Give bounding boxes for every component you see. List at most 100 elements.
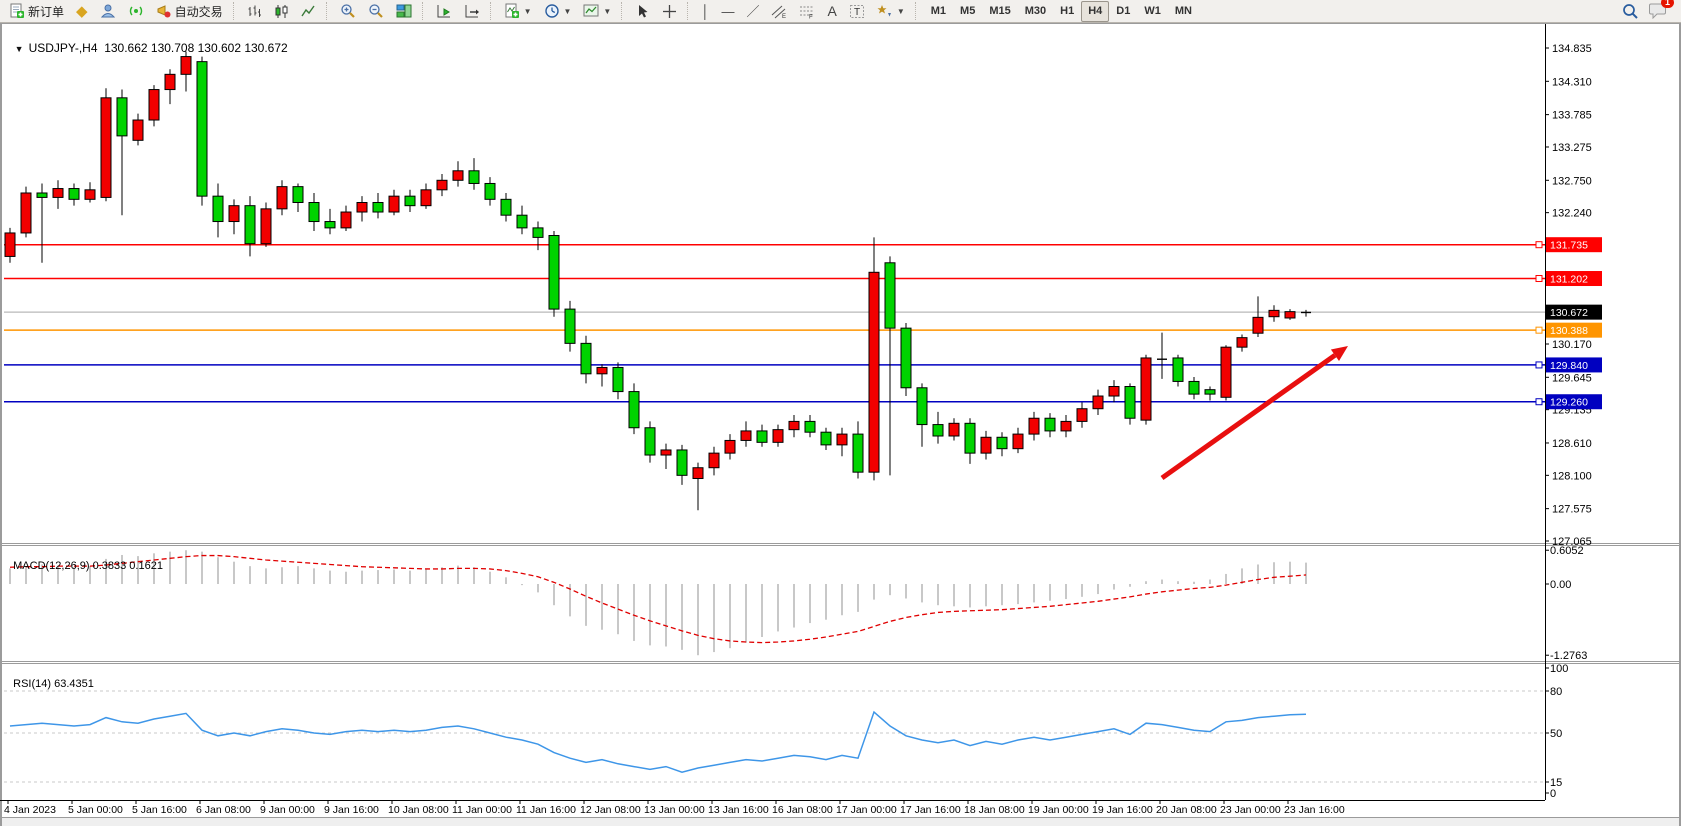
time-tick-label[interactable]: 5 Jan 16:00 <box>132 804 187 816</box>
zoom-in-button[interactable] <box>335 0 361 23</box>
autotrading-label: 自动交易 <box>174 4 223 19</box>
chart-menu-icon[interactable]: ▼ <box>14 44 24 54</box>
price-tick-label: 127.575 <box>1552 504 1592 516</box>
horizontal-line-button[interactable]: — <box>716 0 739 23</box>
price-badge <box>1546 357 1602 373</box>
line-handle[interactable] <box>1535 241 1543 249</box>
template-icon <box>583 4 599 17</box>
candle-body <box>756 430 768 443</box>
candle-body <box>564 308 576 344</box>
timeframe-button-mn[interactable]: MN <box>1174 4 1192 17</box>
time-tick-label[interactable]: 23 Jan 00:00 <box>1220 804 1281 816</box>
chart-shift-button[interactable] <box>459 0 485 23</box>
time-tick-label[interactable]: 17 Jan 16:00 <box>900 804 961 816</box>
toolbar-separator <box>489 2 494 20</box>
candle-body <box>804 420 816 433</box>
autotrading-button[interactable]: 自动交易 <box>151 0 228 23</box>
zoom-out-icon <box>368 4 383 18</box>
signals-button[interactable] <box>123 0 149 23</box>
candle-body <box>1044 417 1056 432</box>
trendline-button[interactable]: ／ <box>741 0 764 23</box>
time-tick-label[interactable]: 16 Jan 08:00 <box>772 804 833 816</box>
new-order-button[interactable]: 新订单 <box>4 0 69 23</box>
time-tick-label[interactable]: 13 Jan 00:00 <box>644 804 705 816</box>
tile-windows-button[interactable] <box>391 0 417 23</box>
line-chart-button[interactable] <box>296 0 321 23</box>
time-tick-label[interactable]: 23 Jan 16:00 <box>1284 804 1345 816</box>
rsi-tick-label: 15 <box>1550 777 1562 789</box>
candle-body <box>84 189 96 200</box>
timeframe-button-m15[interactable]: M15 <box>989 4 1011 17</box>
price-badge-label: 131.202 <box>1550 274 1588 286</box>
time-tick-label[interactable]: 9 Jan 00:00 <box>260 804 315 816</box>
candle-body <box>516 214 528 229</box>
periods-button[interactable]: ▼ <box>539 0 577 23</box>
fibonacci-button[interactable]: F <box>794 0 820 23</box>
candle-body <box>836 433 848 446</box>
zoom-in-icon <box>340 4 355 18</box>
indicators-button[interactable]: ▼ <box>499 0 537 23</box>
search-icon[interactable] <box>1622 3 1639 20</box>
line-handle[interactable] <box>1535 361 1543 369</box>
terminal-button[interactable] <box>95 0 121 23</box>
candle-body <box>868 271 880 473</box>
notification-count-badge: 1 <box>1660 0 1674 8</box>
terminal-person-icon <box>100 4 115 18</box>
timeframe-button-d1[interactable]: D1 <box>1116 4 1131 17</box>
auto-scroll-button[interactable] <box>431 0 457 23</box>
candlestick-chart-button[interactable] <box>269 0 294 23</box>
bar-chart-button[interactable] <box>242 0 267 23</box>
templates-button[interactable]: ▼ <box>578 0 616 23</box>
trend-arrow-head[interactable] <box>1330 346 1348 361</box>
time-tick-label[interactable]: 11 Jan 16:00 <box>516 804 576 816</box>
timeframe-button-h1[interactable]: H1 <box>1060 4 1075 17</box>
candle-body <box>1092 395 1104 410</box>
candle-body <box>196 61 208 197</box>
time-tick-label[interactable]: 19 Jan 00:00 <box>1028 804 1089 816</box>
time-tick-label[interactable]: 6 Jan 08:00 <box>196 804 251 816</box>
time-tick-label[interactable]: 12 Jan 08:00 <box>580 804 641 816</box>
timeframe-button-m30[interactable]: M30 <box>1024 4 1047 17</box>
line-handle[interactable] <box>1535 275 1543 283</box>
candle-body <box>52 188 64 198</box>
time-tick-label[interactable]: 17 Jan 00:00 <box>836 804 897 816</box>
time-tick-label[interactable]: 11 Jan 00:00 <box>452 804 512 816</box>
candle-body <box>1252 316 1264 334</box>
crosshair-button[interactable] <box>657 0 682 23</box>
arrows-button[interactable]: ▼ <box>872 0 910 23</box>
time-tick-label[interactable]: 13 Jan 16:00 <box>708 804 769 816</box>
line-handle[interactable] <box>1535 326 1543 334</box>
timeframe-button-w1[interactable]: W1 <box>1144 4 1161 17</box>
candle-body <box>964 422 976 454</box>
market-depth-button[interactable]: ◆ <box>71 0 93 23</box>
bar-chart-icon <box>248 5 261 17</box>
time-tick-label[interactable]: 4 Jan 2023 <box>4 804 56 816</box>
vertical-line-button[interactable]: │ <box>696 0 714 23</box>
trend-arrow[interactable] <box>1160 353 1337 481</box>
cursor-button[interactable] <box>630 0 655 23</box>
time-tick-label[interactable]: 19 Jan 16:00 <box>1092 804 1153 816</box>
time-tick-label[interactable]: 9 Jan 16:00 <box>324 804 379 816</box>
new-order-label: 新订单 <box>28 4 65 19</box>
time-tick-label[interactable]: 10 Jan 08:00 <box>388 804 449 816</box>
zoom-out-button[interactable] <box>363 0 389 23</box>
candle-body <box>68 188 80 200</box>
timeframe-button-m5[interactable]: M5 <box>960 4 976 17</box>
timeframe-button-h4[interactable]: H4 <box>1081 0 1110 22</box>
notifications-button[interactable]: 1 <box>1649 0 1674 20</box>
line-handle[interactable] <box>1535 398 1543 406</box>
candle-body <box>772 429 784 443</box>
time-tick-label[interactable]: 20 Jan 08:00 <box>1156 804 1217 816</box>
trendline-icon: ／ <box>746 3 760 19</box>
time-tick-label[interactable]: 5 Jan 00:00 <box>68 804 123 816</box>
text-label-button[interactable]: T <box>844 0 870 23</box>
candle-body <box>916 387 928 426</box>
time-tick-label[interactable]: 18 Jan 08:00 <box>964 804 1025 816</box>
channel-button[interactable]: E <box>766 0 792 23</box>
text-button[interactable]: A <box>822 0 841 23</box>
candle-body <box>1060 420 1072 432</box>
price-tick-label: 129.645 <box>1552 372 1592 384</box>
timeframe-button-m1[interactable]: M1 <box>930 4 947 17</box>
candle-body <box>132 119 144 141</box>
